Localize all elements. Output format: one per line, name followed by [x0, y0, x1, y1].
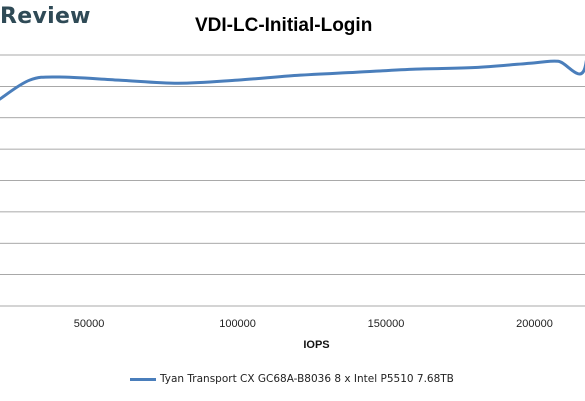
brand-logo: Review	[0, 4, 91, 29]
gridlines	[0, 54, 585, 307]
series-line	[0, 59, 585, 101]
x-tick-labels: 50000 100000 150000 200000	[74, 318, 553, 330]
legend: Tyan Transport CX GC68A-B8036 8 x Intel …	[130, 373, 454, 385]
x-tick-label: 50000	[74, 318, 105, 330]
x-axis-title: IOPS	[303, 339, 329, 351]
series-lines	[0, 59, 585, 101]
chart-title: VDI-LC-Initial-Login	[195, 15, 373, 36]
x-tick-label: 200000	[516, 318, 553, 330]
legend-swatch	[130, 377, 156, 381]
x-tick-label: 150000	[368, 318, 405, 330]
legend-label: Tyan Transport CX GC68A-B8036 8 x Intel …	[160, 373, 454, 385]
x-tick-label: 100000	[219, 318, 256, 330]
